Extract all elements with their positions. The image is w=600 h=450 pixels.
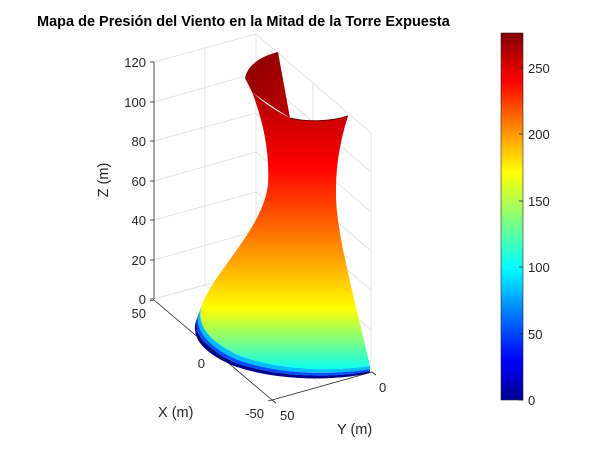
- svg-text:50: 50: [280, 408, 294, 423]
- axes: [149, 61, 377, 404]
- colorbar: 0 50 100 150 200 250: [500, 32, 550, 408]
- colorbar-tick: 150: [528, 194, 550, 209]
- y-tick-labels: 50 0: [280, 380, 386, 423]
- svg-text:-50: -50: [245, 406, 264, 421]
- svg-text:0: 0: [139, 292, 146, 307]
- z-axis-label: Z (m): [96, 163, 112, 198]
- colorbar-tick: 250: [528, 61, 550, 76]
- colorbar-tick: 0: [528, 393, 535, 408]
- svg-text:60: 60: [132, 174, 146, 189]
- svg-text:40: 40: [132, 213, 146, 228]
- svg-text:120: 120: [124, 55, 146, 70]
- svg-text:50: 50: [132, 306, 146, 321]
- svg-text:0: 0: [379, 380, 386, 395]
- svg-text:20: 20: [132, 253, 146, 268]
- svg-text:100: 100: [124, 95, 146, 110]
- colorbar-tick: 200: [528, 127, 550, 142]
- z-tick-labels: 0 20 40 60 80 100 120: [124, 55, 146, 307]
- svg-text:80: 80: [132, 134, 146, 149]
- chart-title: Mapa de Presión del Viento en la Mitad d…: [37, 14, 451, 30]
- y-axis-label: Y (m): [337, 422, 372, 438]
- x-axis-label: X (m): [158, 405, 193, 421]
- svg-text:0: 0: [198, 356, 205, 371]
- tower-surface: [194, 52, 370, 379]
- x-tick-labels: 50 0 -50: [132, 306, 264, 421]
- colorbar-tick: 50: [528, 327, 542, 342]
- colorbar-tick: 100: [528, 260, 550, 275]
